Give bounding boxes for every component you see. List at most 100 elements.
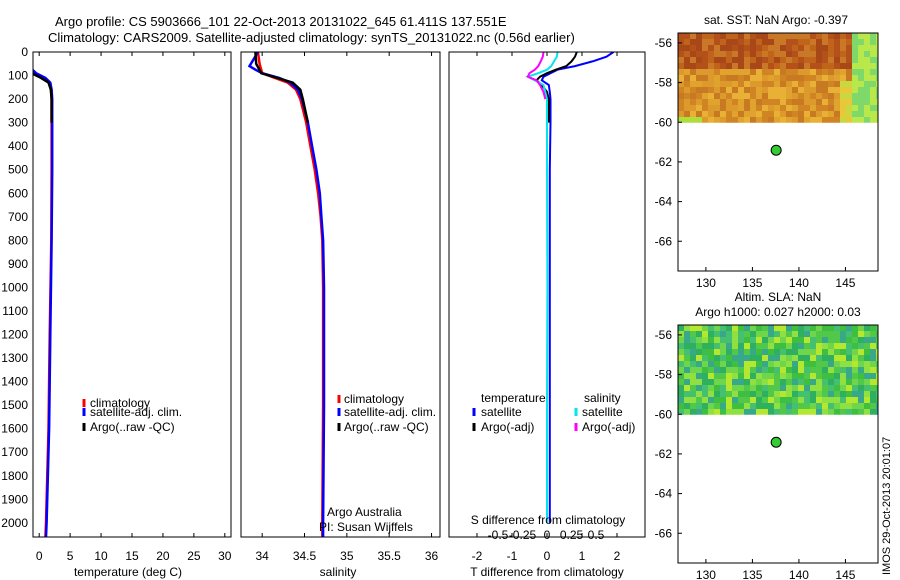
heatmap-cell bbox=[762, 45, 769, 52]
heatmap-cell bbox=[750, 105, 757, 112]
heatmap-cell bbox=[732, 367, 739, 374]
heatmap-cell bbox=[702, 331, 709, 338]
heatmap-cell bbox=[822, 343, 829, 350]
heatmap-cell bbox=[816, 355, 823, 362]
heatmap-cell bbox=[726, 57, 733, 64]
heatmap-cell bbox=[780, 397, 787, 404]
heatmap-cell bbox=[744, 75, 751, 82]
heatmap-cell bbox=[708, 57, 715, 64]
heatmap-cell bbox=[816, 361, 823, 368]
heatmap-cell bbox=[720, 51, 727, 58]
heatmap-cell bbox=[684, 105, 691, 112]
legend-label-sat: satellite-adj. clim. bbox=[90, 405, 182, 419]
heatmap-cell bbox=[834, 379, 841, 386]
heatmap-cell bbox=[768, 385, 775, 392]
heatmap-cell bbox=[678, 373, 685, 380]
heatmap-cell bbox=[762, 81, 769, 88]
map-x-tick-label: 135 bbox=[742, 568, 762, 580]
heatmap-cell bbox=[702, 409, 709, 415]
heatmap-cell bbox=[798, 403, 805, 410]
heatmap-cell bbox=[816, 39, 823, 46]
heatmap-cell bbox=[738, 325, 745, 332]
heatmap-cell bbox=[870, 81, 877, 88]
heatmap-cell bbox=[774, 75, 781, 82]
series-line-climatology bbox=[256, 52, 325, 537]
s-diff-tick-label: -0.5 bbox=[488, 528, 509, 542]
s-diff-tick-label: 0 bbox=[544, 528, 551, 542]
series-line-t-satellite bbox=[540, 52, 615, 523]
heatmap-cell bbox=[756, 403, 763, 410]
x-tick-label: -2 bbox=[472, 549, 483, 563]
heatmap-cell bbox=[816, 391, 823, 398]
heatmap-cell bbox=[864, 361, 871, 368]
heatmap-cell bbox=[792, 117, 799, 123]
heatmap-cell bbox=[876, 331, 878, 338]
heatmap-cell bbox=[798, 325, 805, 332]
heatmap-cell bbox=[714, 81, 721, 88]
heatmap-cell bbox=[744, 105, 751, 112]
heatmap-cell bbox=[810, 361, 817, 368]
heatmap-cell bbox=[810, 57, 817, 64]
heatmap-cell bbox=[750, 39, 757, 46]
heatmap-cell bbox=[828, 331, 835, 338]
map-y-tick-label: -60 bbox=[655, 407, 673, 421]
heatmap-cell bbox=[840, 111, 847, 118]
heatmap-cell bbox=[702, 397, 709, 404]
heatmap-cell bbox=[864, 93, 871, 100]
heatmap-cell bbox=[720, 349, 727, 356]
heatmap-cell bbox=[876, 39, 878, 46]
heatmap-cell bbox=[846, 397, 853, 404]
heatmap-cell bbox=[708, 105, 715, 112]
heatmap-cell bbox=[876, 105, 878, 112]
heatmap-cell bbox=[696, 409, 703, 415]
heatmap-cell bbox=[684, 403, 691, 410]
heatmap-cell bbox=[780, 93, 787, 100]
heatmap-cell bbox=[840, 355, 847, 362]
heatmap-cell bbox=[708, 349, 715, 356]
heatmap-cell bbox=[828, 111, 835, 118]
heatmap-cell bbox=[768, 409, 775, 415]
difference-panel: -2 -1 0 1 2 T difference from climatology S … bbox=[448, 51, 646, 579]
heatmap-cell bbox=[696, 105, 703, 112]
heatmap-cell bbox=[828, 75, 835, 82]
heatmap-cell bbox=[756, 385, 763, 392]
heatmap-cell bbox=[732, 325, 739, 332]
heatmap-cell bbox=[756, 325, 763, 332]
heatmap-cell bbox=[846, 111, 853, 118]
heatmap-cell bbox=[834, 63, 841, 70]
heatmap-cell bbox=[756, 39, 763, 46]
heatmap-cell bbox=[702, 111, 709, 118]
heatmap-cell bbox=[810, 87, 817, 94]
series-line-argo-raw-qc- bbox=[33, 72, 53, 123]
depth-tick-label: 700 bbox=[8, 210, 28, 224]
heatmap-cell bbox=[678, 385, 685, 392]
heatmap-cell bbox=[852, 409, 859, 415]
heatmap-cell bbox=[804, 397, 811, 404]
legend-title-temperature: temperature bbox=[481, 391, 546, 405]
heatmap-cell bbox=[822, 409, 829, 415]
heatmap-cell bbox=[690, 409, 697, 415]
heatmap-cell bbox=[822, 81, 829, 88]
heatmap-cell bbox=[786, 325, 793, 332]
heatmap-cell bbox=[720, 343, 727, 350]
heatmap-cell bbox=[702, 325, 709, 332]
heatmap-cell bbox=[774, 105, 781, 112]
heatmap-cell bbox=[780, 69, 787, 76]
heatmap-cell bbox=[840, 39, 847, 46]
heatmap-cell bbox=[822, 69, 829, 76]
heatmap-cell bbox=[696, 75, 703, 82]
heatmap-cell bbox=[846, 343, 853, 350]
heatmap-cell bbox=[798, 397, 805, 404]
heatmap-cell bbox=[732, 349, 739, 356]
depth-tick-label: 1600 bbox=[1, 422, 28, 436]
heatmap-cell bbox=[732, 117, 739, 123]
heatmap-cell bbox=[864, 33, 871, 40]
heatmap-cell bbox=[792, 355, 799, 362]
heatmap-cell bbox=[858, 325, 865, 332]
heatmap-cell bbox=[726, 325, 733, 332]
heatmap-cell bbox=[858, 349, 865, 356]
title-line-2: Climatology: CARS2009. Satellite-adjuste… bbox=[48, 30, 575, 45]
heatmap-cell bbox=[750, 99, 757, 106]
heatmap-cell bbox=[876, 93, 878, 100]
heatmap-cell bbox=[774, 57, 781, 64]
